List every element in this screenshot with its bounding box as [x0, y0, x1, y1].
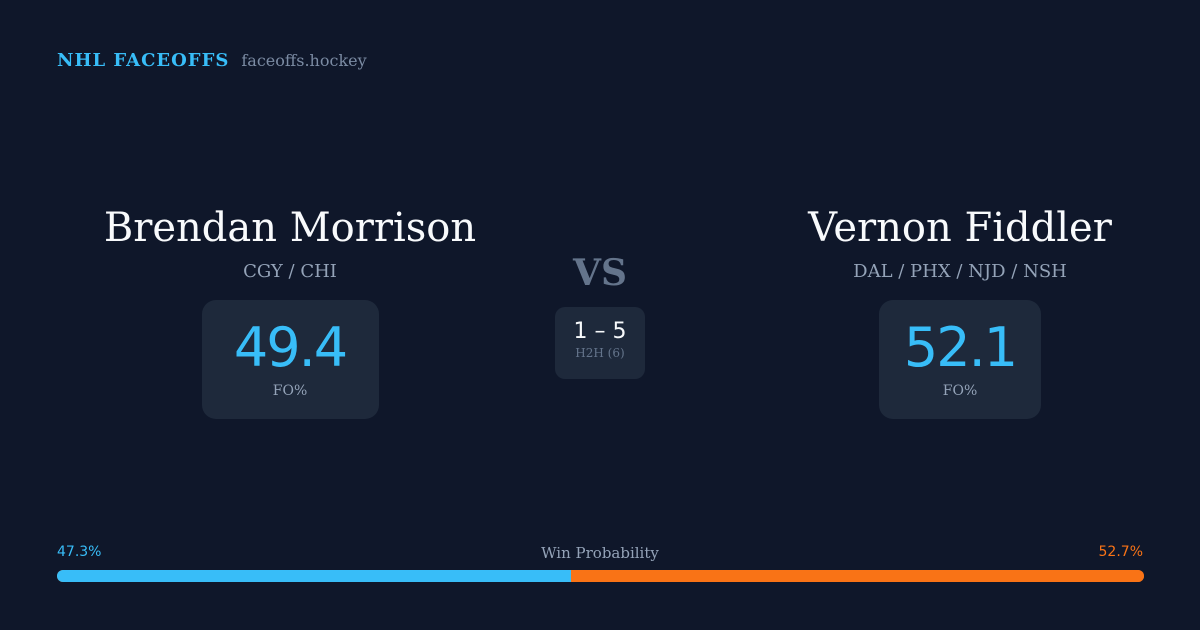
- brand: NHL FACEOFFS faceoffs.hockey: [57, 50, 367, 71]
- brand-name: NHL FACEOFFS: [57, 50, 230, 71]
- win-probability-bar: [57, 570, 1144, 582]
- faceoff-percentage: 52.1: [903, 315, 1018, 379]
- brand-site: faceoffs.hockey: [241, 51, 367, 70]
- vs-label: VS: [573, 252, 627, 294]
- h2h-label: H2H (6): [575, 346, 625, 360]
- faceoff-label: FO%: [942, 382, 978, 399]
- faceoff-label: FO%: [272, 382, 308, 399]
- player-name: Brendan Morrison: [103, 205, 477, 251]
- win-probability-title: Win Probability: [541, 544, 659, 562]
- win-probability-left: 47.3%: [57, 544, 102, 560]
- win-probability-right: 52.7%: [1098, 544, 1143, 560]
- player-teams: DAL / PHX / NJD / NSH: [853, 261, 1067, 282]
- faceoff-card: 49.4 FO%: [201, 300, 379, 419]
- win-probability-left-fill: [57, 570, 572, 582]
- head-to-head-card: 1 – 5 H2H (6): [555, 307, 645, 379]
- player-right: Vernon Fiddler DAL / PHX / NJD / NSH 52.…: [750, 205, 1170, 419]
- player-name: Vernon Fiddler: [808, 205, 1112, 251]
- h2h-score: 1 – 5: [573, 319, 627, 344]
- win-probability-labels: 47.3% Win Probability 52.7%: [57, 544, 1143, 562]
- win-probability-right-fill: [571, 570, 1144, 582]
- faceoff-percentage: 49.4: [233, 315, 348, 379]
- player-teams: CGY / CHI: [243, 261, 337, 282]
- player-left: Brendan Morrison CGY / CHI 49.4 FO%: [80, 205, 500, 419]
- faceoff-card: 52.1 FO%: [879, 300, 1041, 419]
